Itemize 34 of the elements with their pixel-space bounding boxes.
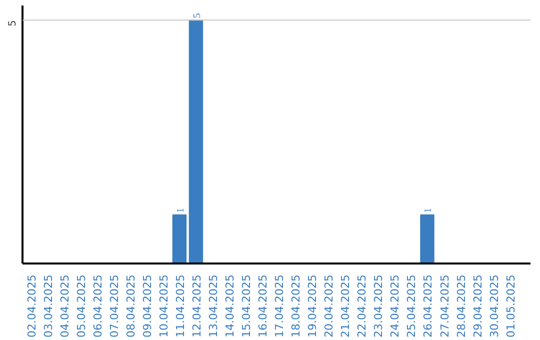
x-tick-label: 28.04.2025 — [454, 274, 468, 338]
x-tick-label: 13.04.2025 — [206, 274, 220, 338]
data-label: 1 — [175, 208, 186, 213]
x-tick-label: 04.04.2025 — [58, 274, 72, 338]
x-tick-label: 26.04.2025 — [422, 274, 435, 338]
x-tick-label: 02.04.2025 — [25, 274, 38, 338]
x-tick-label: 30.04.2025 — [488, 274, 501, 338]
x-tick-label: 15.04.2025 — [240, 274, 254, 338]
data-label: 1 — [423, 208, 434, 213]
x-tick-label: 01.05.2025 — [504, 274, 518, 338]
x-tick-label: 27.04.2025 — [438, 274, 452, 338]
x-tick-label: 09.04.2025 — [140, 274, 154, 338]
ref-line-label: 5 — [8, 20, 18, 26]
data-label: 5 — [192, 13, 203, 18]
x-tick-label: 19.04.2025 — [306, 274, 320, 338]
x-tick-label: 18.04.2025 — [290, 274, 303, 338]
x-tick-label: 21.04.2025 — [339, 274, 352, 338]
x-tick-label: 07.04.2025 — [108, 274, 121, 338]
x-tick-label: 08.04.2025 — [124, 274, 138, 338]
x-tick-label: 22.04.2025 — [356, 274, 369, 338]
x-tick-label: 05.04.2025 — [74, 274, 88, 338]
x-tick-label: 23.04.2025 — [372, 274, 386, 338]
x-tick-label: 24.04.2025 — [388, 274, 402, 338]
x-tick-label: 14.04.2025 — [224, 274, 237, 338]
x-tick-label: 29.04.2025 — [471, 274, 484, 338]
x-tick-label: 16.04.2025 — [256, 274, 270, 338]
x-tick-label: 10.04.2025 — [157, 274, 170, 338]
x-tick-label: 25.04.2025 — [405, 274, 418, 338]
x-tick-label: 06.04.2025 — [91, 274, 104, 338]
x-tick-label: 11.04.2025 — [174, 274, 187, 338]
x-tick-label: 20.04.2025 — [322, 274, 336, 338]
x-tick-label: 03.04.2025 — [42, 274, 55, 338]
x-tick-label: 12.04.2025 — [190, 274, 204, 338]
x-tick-label: 17.04.2025 — [273, 274, 286, 338]
